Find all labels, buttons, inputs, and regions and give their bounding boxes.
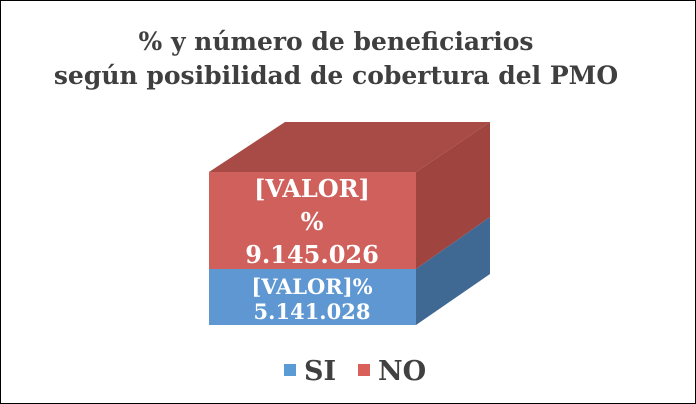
no-bar-front <box>209 172 416 269</box>
si-bar-side-face <box>416 217 490 325</box>
box-top-face <box>209 122 490 172</box>
legend-no-swatch <box>358 364 370 376</box>
no-data-label-line3: 9.145.026 <box>245 240 379 269</box>
legend-no-label: NO <box>378 356 426 387</box>
si-data-label-line1: [VALOR]% <box>251 274 372 299</box>
si-data-label-line2: 5.141.028 <box>254 299 371 324</box>
chart-title-line2: según posibilidad de cobertura del PMO <box>53 61 619 90</box>
legend-si-swatch <box>284 364 296 376</box>
chart-title-line1: % y número de beneficiarios <box>138 27 534 56</box>
no-data-label-line1: [VALOR] <box>254 174 370 203</box>
si-bar-front <box>209 269 416 325</box>
no-bar-side-face <box>416 122 490 269</box>
legend-si-label: SI <box>304 356 336 387</box>
no-data-label-line2: % <box>301 207 324 236</box>
